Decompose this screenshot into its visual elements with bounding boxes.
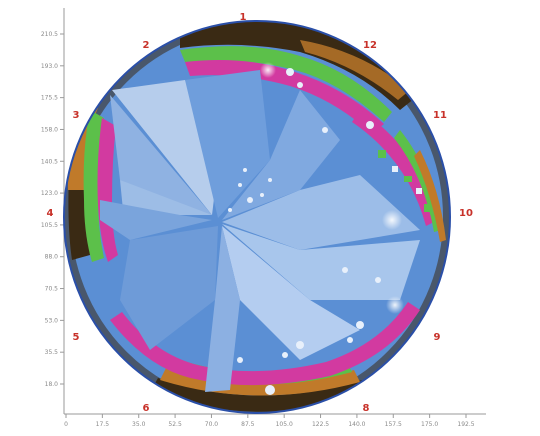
- y-tick-label: 35.5: [45, 349, 59, 356]
- clock-label-9: 9: [434, 332, 441, 343]
- disc-outline: [63, 20, 451, 414]
- clock-label-1: 1: [240, 12, 247, 23]
- y-tick-label: 175.5: [41, 95, 58, 102]
- x-tick-label: 175.0: [421, 421, 438, 428]
- x-tick-label: 192.5: [457, 421, 474, 428]
- y-tick-label: 140.5: [41, 158, 58, 165]
- y-tick-label: 105.5: [41, 222, 58, 229]
- rim-bottom-magenta: [110, 302, 420, 386]
- x-tick-label: 140.0: [348, 421, 365, 428]
- scatter-spots: [228, 62, 404, 395]
- right-rim-speckles: [378, 150, 430, 212]
- rim-top-orange: [300, 40, 410, 100]
- x-tick-label: 105.0: [276, 421, 293, 428]
- rim-right-orange: [414, 150, 446, 242]
- sector-left: [100, 200, 212, 240]
- clock-labels: 1 2 3 4 5 6 8 9 10 11 12: [47, 12, 473, 414]
- disc-map: [63, 20, 451, 414]
- y-tick-label: 88.0: [45, 254, 59, 261]
- clock-label-8: 8: [363, 403, 370, 414]
- x-tick-label: 122.5: [312, 421, 329, 428]
- x-tick-label: 87.5: [241, 421, 255, 428]
- x-tick-label: 52.5: [168, 421, 182, 428]
- clock-label-10: 10: [459, 208, 473, 219]
- clock-label-12: 12: [363, 40, 377, 51]
- clock-label-11: 11: [433, 110, 447, 121]
- sector-top-right: [222, 90, 340, 220]
- clock-label-4: 4: [47, 208, 54, 219]
- sector-upper-left-light: [112, 80, 220, 215]
- y-tick-label: 193.0: [41, 63, 58, 70]
- y-ticks: 210.5 193.0 175.5 158.0 140.5 123.0 105.5 88.0 7…: [41, 31, 64, 388]
- clock-label-5: 5: [73, 332, 80, 343]
- y-tick-label: 158.0: [41, 126, 58, 133]
- sector-right-lower: [222, 224, 420, 300]
- rim-right-magenta: [352, 110, 438, 226]
- x-ticks: 0 17.5 35.0 52.5 70.0 87.5 105.0 122.5 140.0 157.…: [64, 414, 475, 428]
- axes: 210.5 193.0 175.5 158.0 140.5 123.0 105.5 88.0 7…: [41, 8, 486, 428]
- sector-bottom-right: [222, 226, 360, 360]
- sector-bottom-left: [120, 226, 218, 350]
- x-tick-label: 35.0: [132, 421, 146, 428]
- clock-label-6: 6: [143, 403, 150, 414]
- clock-label-3: 3: [73, 110, 80, 121]
- x-tick-label: 0: [64, 421, 68, 428]
- y-tick-label: 123.0: [41, 190, 58, 197]
- y-tick-label: 18.0: [45, 381, 59, 388]
- sector-top: [185, 70, 270, 218]
- y-tick-label: 210.5: [41, 31, 58, 38]
- rim-top-green: [180, 46, 392, 122]
- y-tick-label: 70.5: [45, 286, 59, 293]
- x-tick-label: 17.5: [96, 421, 110, 428]
- y-tick-label: 53.0: [45, 317, 59, 324]
- clock-label-2: 2: [143, 40, 150, 51]
- x-tick-label: 70.0: [205, 421, 219, 428]
- sector-bottom: [205, 226, 240, 392]
- sector-upper-left-mid: [110, 95, 212, 215]
- x-tick-label: 157.5: [385, 421, 402, 428]
- sector-right: [222, 175, 420, 250]
